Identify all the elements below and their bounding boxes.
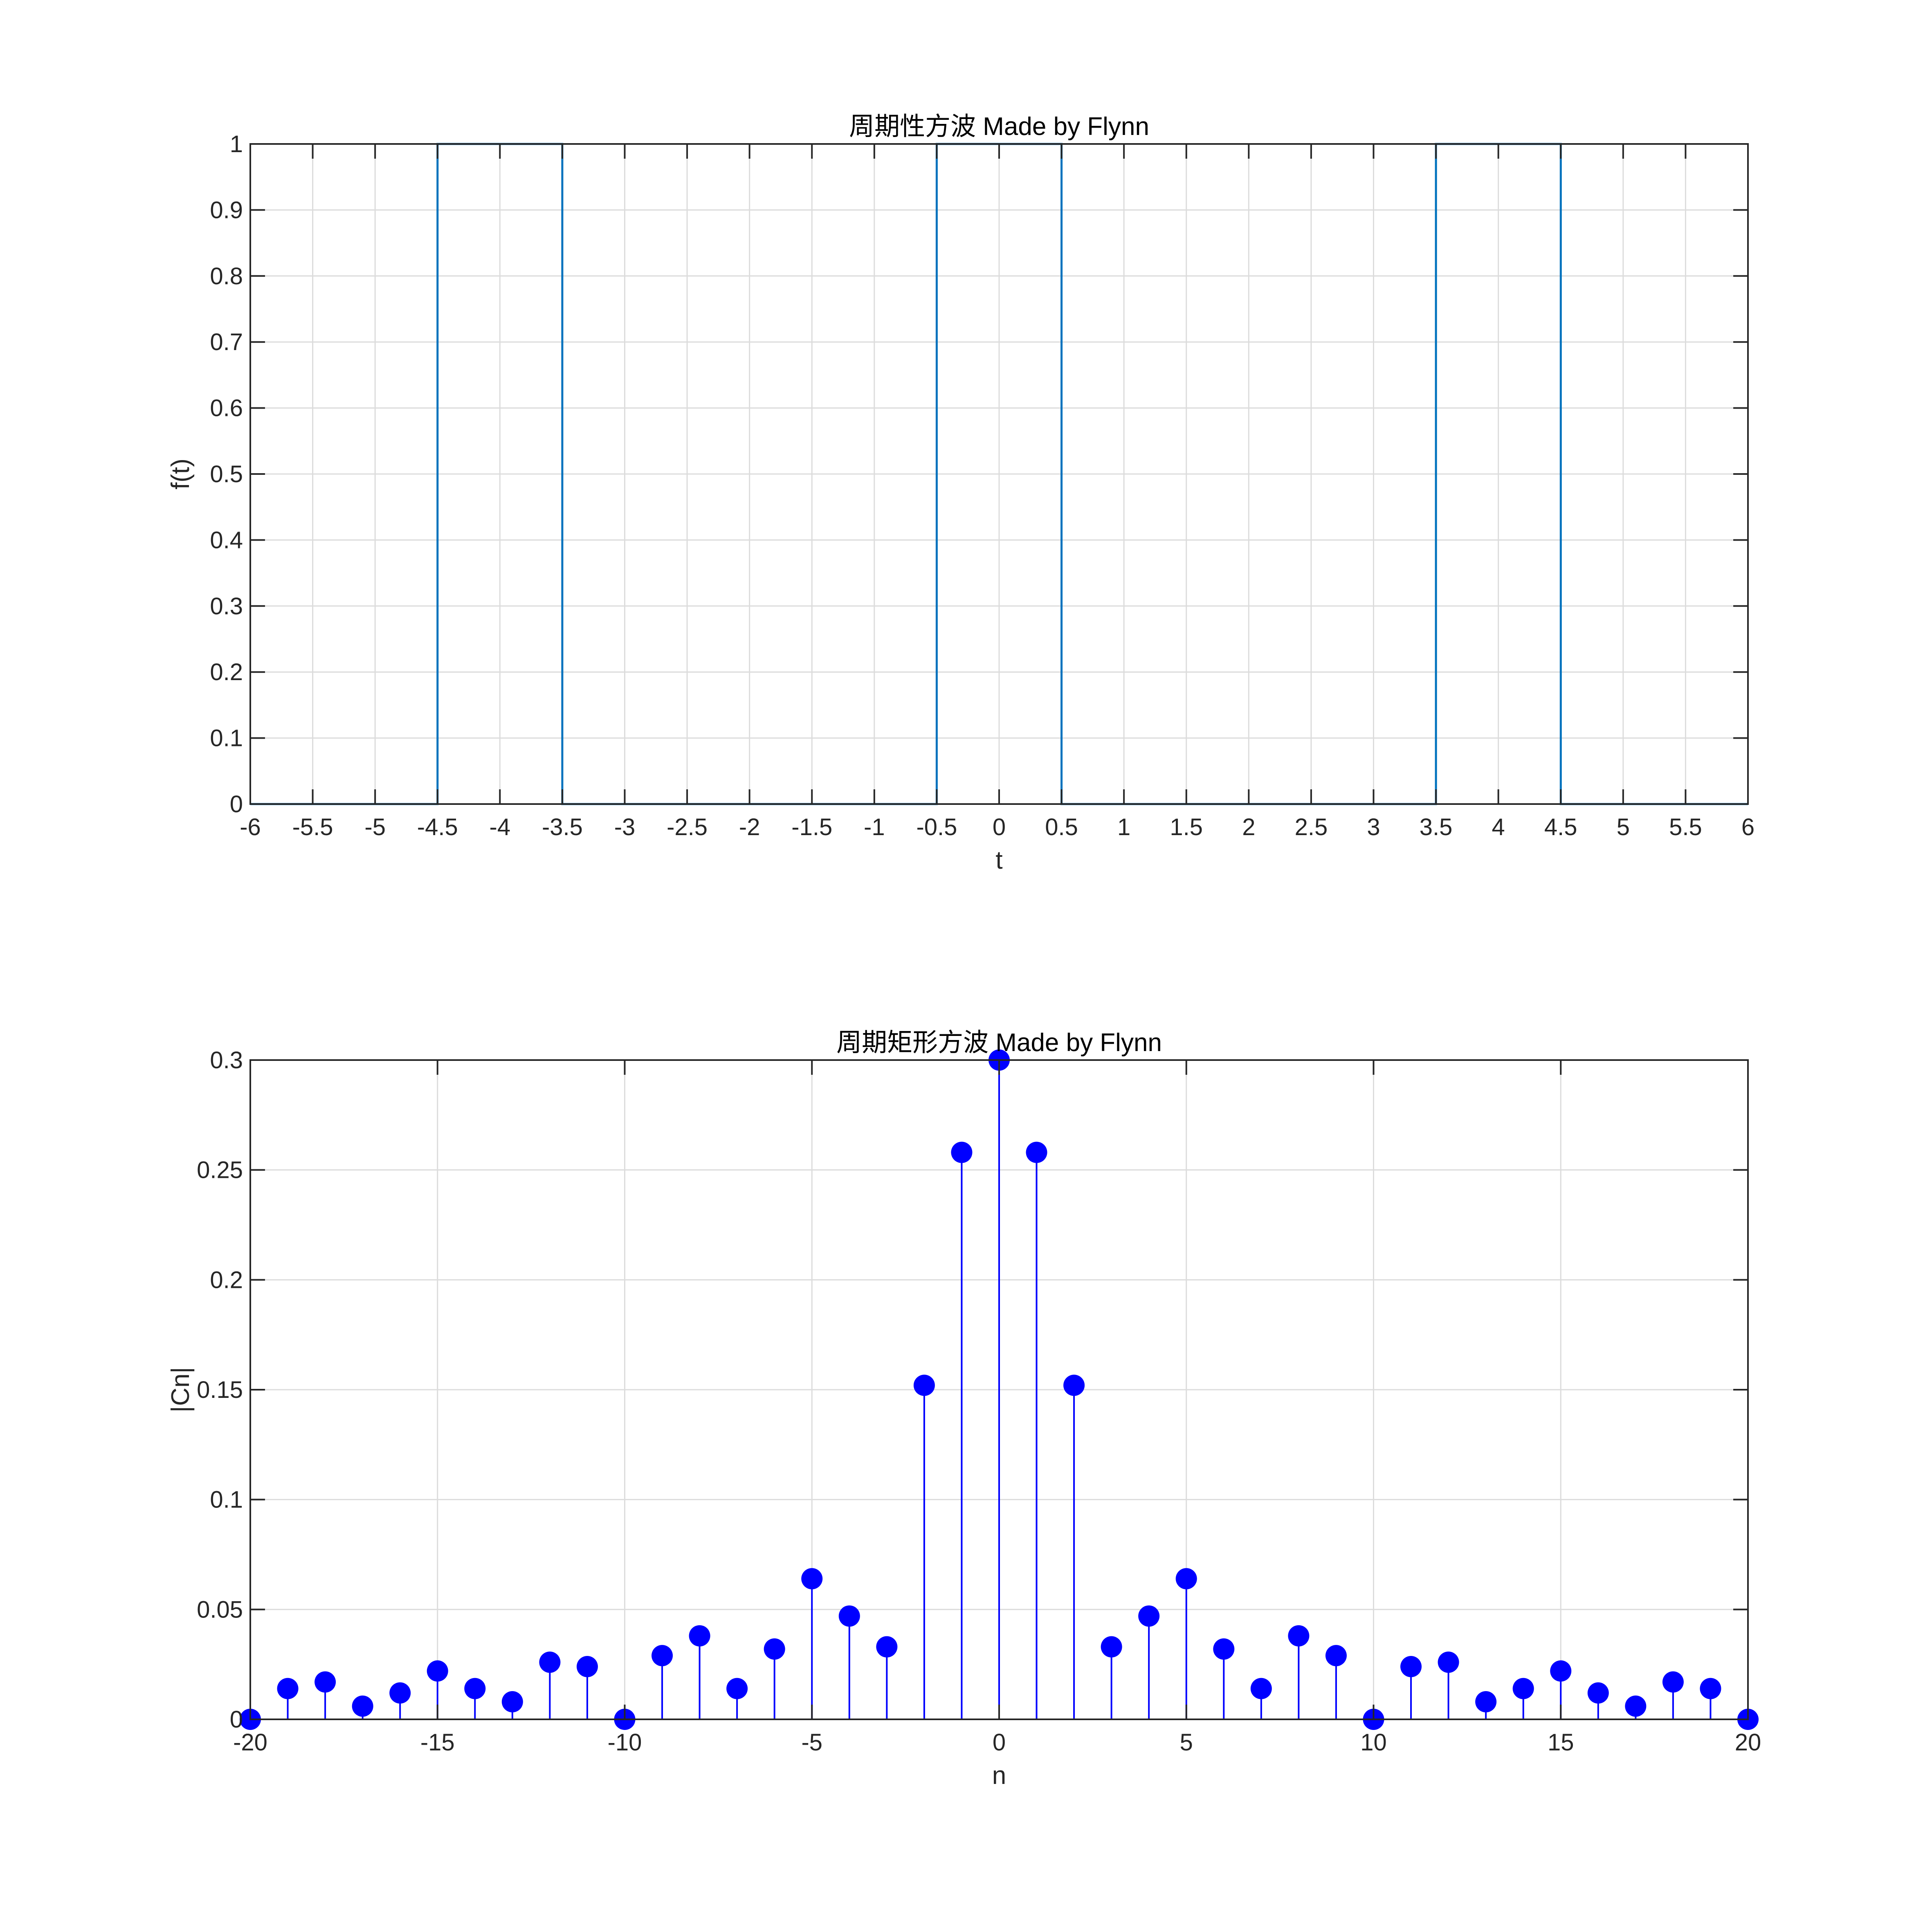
stem-marker	[1475, 1691, 1497, 1713]
x-tick-label: -5	[801, 1729, 822, 1756]
x-tick-label: -4.5	[417, 814, 458, 840]
y-tick-label: 0.05	[197, 1596, 243, 1623]
stem-marker	[1438, 1651, 1459, 1673]
stem-marker	[651, 1645, 673, 1667]
x-tick-label: 6	[1741, 814, 1755, 840]
x-tick-label: -1.5	[791, 814, 832, 840]
square-wave-chart: -6 -5.5 -5 -4.5 -4 -3.5 -3 -2.5 -2 -1.5 -1 -0.5 0 0.5…	[166, 112, 1755, 874]
stem-marker	[1101, 1636, 1122, 1658]
x-tick-label: 0	[993, 814, 1006, 840]
y-tick-label: 0.3	[210, 1047, 243, 1074]
y-tick-label: 0.9	[210, 197, 243, 223]
y-axis-label: |Cn|	[166, 1367, 195, 1412]
y-tick-label: 0	[230, 791, 243, 818]
spectrum-stem-chart: -20 -15 -10 -5 0 5 10 15 20 0 0.05 0.1 0.15 0.2 0.25 0.…	[166, 1029, 1761, 1790]
stem-marker	[1700, 1678, 1721, 1699]
stem-marker	[315, 1671, 336, 1693]
chart-title: 周期矩形方波 Made by Flynn	[836, 1029, 1162, 1057]
x-tick-label: 1	[1117, 814, 1130, 840]
stem-marker	[951, 1141, 973, 1163]
stem-marker	[764, 1638, 785, 1660]
x-tick-label: -3	[614, 814, 636, 840]
stem-marker	[389, 1682, 411, 1704]
y-tick-label: 0.1	[210, 725, 243, 752]
stem-marker	[427, 1660, 448, 1682]
x-tick-label: -2	[739, 814, 760, 840]
x-tick-label: -4	[490, 814, 511, 840]
stem-marker	[1063, 1375, 1085, 1396]
stem-marker	[352, 1695, 373, 1717]
y-tick-label: 0.15	[197, 1377, 243, 1403]
x-tick-label: 5	[1617, 814, 1630, 840]
y-tick-label: 0.3	[210, 593, 243, 620]
x-tick-label: -10	[608, 1729, 642, 1756]
stem-marker	[501, 1691, 523, 1713]
chart-title: 周期性方波 Made by Flynn	[849, 112, 1149, 141]
x-tick-label: -0.5	[916, 814, 957, 840]
stem-marker	[277, 1678, 299, 1699]
x-tick-label: -1	[864, 814, 885, 840]
stem-marker	[539, 1651, 561, 1673]
x-tick-label: -3.5	[542, 814, 583, 840]
y-tick-label: 0	[230, 1706, 243, 1733]
y-tick-label: 0.5	[210, 461, 243, 487]
stem-marker	[726, 1678, 748, 1699]
stem-marker	[1587, 1682, 1609, 1704]
stem-marker	[913, 1375, 935, 1396]
stem-marker	[1213, 1638, 1235, 1660]
x-tick-label: 4.5	[1544, 814, 1577, 840]
x-axis-label: t	[995, 846, 1002, 874]
stem-marker	[1400, 1656, 1422, 1678]
x-tick-label: -15	[420, 1729, 455, 1756]
x-tick-label: 3.5	[1420, 814, 1453, 840]
x-tick-label: 15	[1548, 1729, 1574, 1756]
y-tick-label: 0.2	[210, 659, 243, 685]
stem-marker	[1026, 1141, 1047, 1163]
y-axis-label: f(t)	[166, 458, 195, 490]
x-tick-label: 5	[1180, 1729, 1193, 1756]
stem-marker	[801, 1568, 823, 1590]
stem-marker	[1138, 1605, 1160, 1627]
x-tick-label: 2	[1242, 814, 1255, 840]
x-tick-label: 2.5	[1295, 814, 1328, 840]
stem-marker	[1512, 1678, 1534, 1699]
y-tick-label: 0.7	[210, 329, 243, 355]
x-tick-label: -2.5	[667, 814, 708, 840]
stem-marker	[838, 1605, 860, 1627]
y-tick-label: 0.2	[210, 1267, 243, 1293]
y-tick-label: 1	[230, 131, 243, 157]
x-tick-label: 0	[993, 1729, 1006, 1756]
stem-marker	[1325, 1645, 1347, 1667]
x-tick-label: 10	[1360, 1729, 1387, 1756]
x-tick-label: -5.5	[292, 814, 333, 840]
y-tick-label: 0.8	[210, 263, 243, 290]
x-tick-label: 3	[1367, 814, 1380, 840]
x-tick-label: -6	[240, 814, 261, 840]
y-tick-label: 0.25	[197, 1157, 243, 1184]
stem-marker	[689, 1625, 710, 1647]
y-tick-label: 0.4	[210, 527, 243, 553]
stem-marker	[464, 1678, 486, 1699]
x-tick-label: -5	[364, 814, 386, 840]
y-tick-label: 0.1	[210, 1487, 243, 1513]
stem-marker	[576, 1656, 598, 1678]
x-tick-label: 5.5	[1669, 814, 1702, 840]
stem-marker	[1662, 1671, 1684, 1693]
y-tick-label: 0.6	[210, 395, 243, 422]
stem-marker	[1250, 1678, 1272, 1699]
x-tick-label: -20	[233, 1729, 267, 1756]
stem-marker	[876, 1636, 898, 1658]
x-axis-label: n	[992, 1761, 1006, 1790]
stem-marker	[1550, 1660, 1572, 1682]
x-tick-label: 0.5	[1045, 814, 1078, 840]
x-tick-label: 4	[1492, 814, 1505, 840]
stem-marker	[1288, 1625, 1310, 1647]
stem-marker	[1175, 1568, 1197, 1590]
x-tick-label: 1.5	[1170, 814, 1203, 840]
stem-marker	[1625, 1695, 1647, 1717]
x-tick-label: 20	[1735, 1729, 1761, 1756]
